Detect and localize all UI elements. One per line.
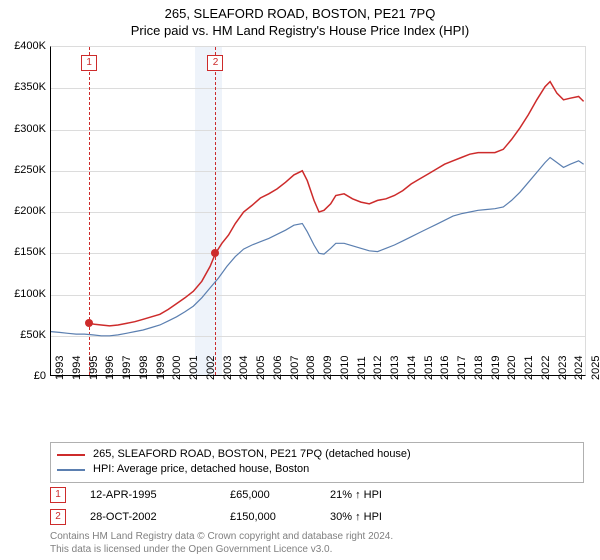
x-tick-label: 2007 [289,356,301,380]
sale-dot [211,249,219,257]
legend: 265, SLEAFORD ROAD, BOSTON, PE21 7PQ (de… [50,442,584,483]
x-tick-label: 2008 [305,356,317,380]
x-tick-label: 1994 [71,356,83,380]
x-tick-label: 2005 [255,356,267,380]
x-tick-label: 2016 [439,356,451,380]
x-tick-label: 2009 [322,356,334,380]
sale-price: £150,000 [230,511,330,523]
legend-swatch [57,469,85,471]
sale-marker-box: 1 [50,487,66,503]
chart-container: 265, SLEAFORD ROAD, BOSTON, PE21 7PQ Pri… [0,0,600,560]
sales-table: 1 12-APR-1995£65,00021% ↑ HPI 2 28-OCT-2002… [50,484,430,528]
chart-area: 12 £0£50K£100K£150K£200K£250K£300K£350K£… [50,46,586,402]
y-tick-label: £200K [14,205,46,217]
footer-line2: This data is licensed under the Open Gov… [50,543,393,556]
x-tick-label: 2020 [506,356,518,380]
y-tick-label: £100K [14,288,46,300]
footer-line1: Contains HM Land Registry data © Crown c… [50,530,393,543]
y-tick-label: £150K [14,246,46,258]
x-tick-label: 2014 [406,356,418,380]
x-tick-label: 2006 [272,356,284,380]
sale-date: 12-APR-1995 [90,489,230,501]
y-tick-label: £400K [14,40,46,52]
x-tick-label: 2024 [573,356,585,380]
sale-ratio: 30% ↑ HPI [330,511,430,523]
x-tick-label: 2011 [356,356,368,380]
sale-price: £65,000 [230,489,330,501]
sale-marker-box: 2 [50,509,66,525]
sale-ratio: 21% ↑ HPI [330,489,430,501]
title-main: 265, SLEAFORD ROAD, BOSTON, PE21 7PQ [0,6,600,23]
line-series-svg [51,47,587,377]
y-tick-label: £350K [14,81,46,93]
series-red [89,82,583,326]
sale-date: 28-OCT-2002 [90,511,230,523]
x-tick-label: 2023 [557,356,569,380]
x-tick-label: 2017 [456,356,468,380]
x-tick-label: 1998 [138,356,150,380]
legend-label: HPI: Average price, detached house, Bost… [93,462,309,477]
x-tick-label: 2013 [389,356,401,380]
x-tick-label: 1999 [155,356,167,380]
plot-area: 12 [50,46,586,376]
sale-marker-2: 2 [207,55,223,71]
x-tick-label: 2010 [339,356,351,380]
x-tick-label: 2019 [490,356,502,380]
x-tick-label: 2002 [205,356,217,380]
x-tick-label: 2018 [473,356,485,380]
sales-row: 1 12-APR-1995£65,00021% ↑ HPI [50,484,430,506]
x-tick-label: 1997 [121,356,133,380]
y-tick-label: £300K [14,123,46,135]
x-tick-label: 1995 [88,356,100,380]
y-tick-label: £50K [20,329,46,341]
legend-row: 265, SLEAFORD ROAD, BOSTON, PE21 7PQ (de… [57,447,577,462]
legend-label: 265, SLEAFORD ROAD, BOSTON, PE21 7PQ (de… [93,447,411,462]
x-tick-label: 2021 [523,356,535,380]
sales-row: 2 28-OCT-2002£150,00030% ↑ HPI [50,506,430,528]
x-tick-label: 2022 [540,356,552,380]
x-tick-label: 1993 [54,356,66,380]
x-tick-label: 2025 [590,356,600,380]
footer: Contains HM Land Registry data © Crown c… [50,530,393,556]
x-tick-label: 1996 [104,356,116,380]
title-sub: Price paid vs. HM Land Registry's House … [0,23,600,40]
x-tick-label: 2001 [188,356,200,380]
sale-dot [85,319,93,327]
legend-swatch [57,454,85,456]
y-tick-label: £250K [14,164,46,176]
y-tick-label: £0 [34,370,46,382]
titles: 265, SLEAFORD ROAD, BOSTON, PE21 7PQ Pri… [0,0,600,40]
sale-marker-1: 1 [81,55,97,71]
x-tick-label: 2015 [423,356,435,380]
x-tick-label: 2012 [372,356,384,380]
x-tick-label: 2000 [171,356,183,380]
x-tick-label: 2003 [222,356,234,380]
x-tick-label: 2004 [238,356,250,380]
series-blue [51,158,584,336]
legend-row: HPI: Average price, detached house, Bost… [57,462,577,477]
